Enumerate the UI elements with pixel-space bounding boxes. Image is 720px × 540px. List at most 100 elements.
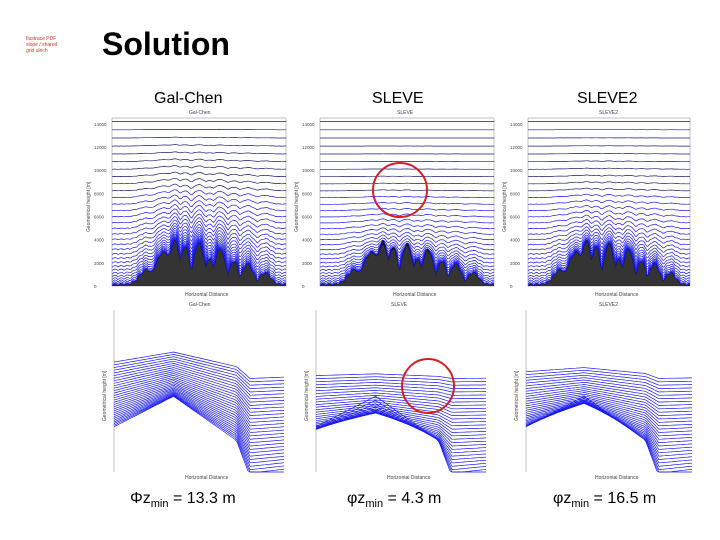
coordinate-surface-line — [111, 165, 286, 170]
coordinate-surface-line — [525, 369, 693, 383]
coordinate-surface-line — [525, 393, 692, 420]
y-axis-label: Geometrical height [m] — [502, 181, 508, 232]
plot-label: SLEVE2 — [599, 110, 618, 116]
coordinate-surface-line — [315, 387, 486, 396]
y-tick-label: 8000 — [302, 191, 313, 196]
coordinate-surface-line — [113, 351, 285, 379]
y-tick-label: 14000 — [94, 122, 107, 127]
coordinate-surface-line — [525, 384, 693, 403]
coordinate-surface-line — [315, 390, 486, 400]
coordinate-surface-line — [113, 371, 285, 410]
y-tick-label: 0 — [510, 284, 513, 289]
coordinate-surface-line — [111, 219, 286, 241]
terrain-profile — [112, 240, 286, 286]
coordinate-surface-line — [111, 235, 287, 272]
logo-line-3: grid ulrich — [26, 48, 48, 54]
coordinate-surface-line — [525, 381, 693, 400]
coordinate-surface-line — [527, 199, 690, 205]
coordinate-surface-line — [525, 402, 693, 444]
x-axis-label: Horizontal Distance — [393, 292, 437, 298]
x-axis-label: Horizontal Distance — [595, 292, 639, 298]
y-axis-label: Geometrical height [m] — [514, 370, 520, 421]
caption-sleve: φzmin = 4.3 m — [347, 490, 441, 510]
coordinate-surface-line — [315, 373, 486, 379]
coordinate-surface-line — [113, 380, 285, 427]
coordinate-surface-line — [113, 384, 285, 437]
coordinate-surface-line — [315, 376, 486, 383]
coordinate-surface-line — [319, 213, 495, 218]
coordinate-surface-line — [525, 388, 692, 410]
coordinate-surface-line — [527, 229, 690, 246]
column-header-sleve2: SLEVE2 — [577, 90, 638, 107]
caption-galchen: Φzmin = 13.3 m — [130, 490, 236, 510]
plot-label: SLEVE2 — [599, 302, 618, 308]
column-header-sleve: SLEVE — [372, 90, 424, 107]
coordinate-surface-line — [527, 187, 691, 192]
coordinate-surface-line — [111, 228, 287, 255]
highlight-circle — [401, 358, 455, 414]
coordinate-surface-line — [320, 182, 494, 185]
y-tick-label: 6000 — [510, 214, 521, 219]
caption-var: z — [142, 490, 151, 507]
coordinate-surface-line — [527, 219, 690, 230]
y-tick-label: 4000 — [94, 238, 105, 243]
coordinate-surface-line — [527, 181, 690, 185]
coordinate-surface-line — [527, 239, 691, 272]
coordinate-surface-line — [320, 189, 494, 192]
coordinate-surface-line — [525, 399, 693, 433]
coordinate-surface-line — [113, 392, 285, 457]
coordinate-surface-line — [315, 412, 487, 450]
coordinate-surface-line — [525, 402, 693, 450]
coordinate-surface-line — [111, 216, 286, 235]
caption-sub: min — [571, 498, 590, 511]
coordinate-surface-line — [113, 394, 285, 471]
coordinate-surface-line — [527, 214, 691, 224]
highlight-circle — [372, 162, 428, 218]
coordinate-surface-line — [527, 223, 691, 235]
terrain-profile — [528, 240, 690, 286]
x-axis-label: Horizontal Distance — [595, 475, 639, 480]
coordinate-surface-line — [111, 171, 286, 178]
coordinate-surface-line — [315, 409, 487, 433]
coordinate-surface-line — [315, 412, 487, 444]
coordinate-surface-line — [111, 189, 286, 199]
x-axis-label: Horizontal Distance — [185, 292, 229, 298]
y-axis-label: Geometrical height [m] — [86, 181, 92, 232]
coordinate-surface-line — [527, 236, 690, 260]
caption-value: = 13.3 m — [168, 490, 236, 507]
coordinate-surface-line — [113, 356, 285, 386]
coordinate-surface-line — [527, 210, 690, 218]
coordinate-surface-line — [315, 403, 487, 420]
coordinate-surface-line — [528, 167, 690, 170]
coordinate-surface-line — [315, 392, 487, 403]
coordinate-surface-line — [527, 234, 690, 255]
coordinate-surface-line — [525, 398, 693, 430]
coordinate-surface-line — [315, 411, 487, 440]
coordinate-surface-line — [113, 392, 285, 460]
bottom-plot-sleve2-svg: SLEVE2 Horizontal Distance Geometrical hei… — [514, 302, 693, 480]
terrain-profile — [320, 240, 494, 286]
caption-value: = 16.5 m — [589, 490, 657, 507]
coordinate-surface-line — [315, 405, 486, 423]
coordinate-surface-line — [111, 230, 287, 260]
logo-line-2: slope / shared — [26, 42, 58, 48]
coordinate-surface-line — [113, 393, 285, 464]
coordinate-surface-line — [316, 382, 486, 389]
coordinate-surface-line — [113, 388, 285, 447]
caption-sleve2: φzmin = 16.5 m — [553, 490, 656, 510]
coordinate-surface-line — [111, 194, 286, 205]
bottom-plot-sleve-svg: SLEVE Horizontal Distance Geometrical heig… — [304, 302, 487, 480]
coordinate-surface-line — [316, 379, 486, 386]
y-tick-label: 2000 — [510, 261, 521, 266]
y-tick-label: 6000 — [302, 214, 313, 219]
top-plot-galchen: Gal-Chen Horizontal Distance Geometrical h… — [82, 108, 292, 298]
top-plot-sleve2-svg: SLEVE2 Horizontal Distance Geometrical hei… — [502, 110, 691, 298]
x-axis-label: Horizontal Distance — [387, 475, 431, 480]
caption-phi: φ — [347, 490, 358, 507]
top-plot-sleve2: SLEVE2 Horizontal Distance Geometrical hei… — [498, 108, 696, 298]
coordinate-surface-line — [315, 397, 486, 410]
y-tick-label: 0 — [94, 284, 97, 289]
coordinate-surface-line — [525, 397, 693, 473]
coordinate-surface-line — [319, 218, 494, 224]
logo-line-1: Ilustrace PDF — [26, 36, 57, 42]
